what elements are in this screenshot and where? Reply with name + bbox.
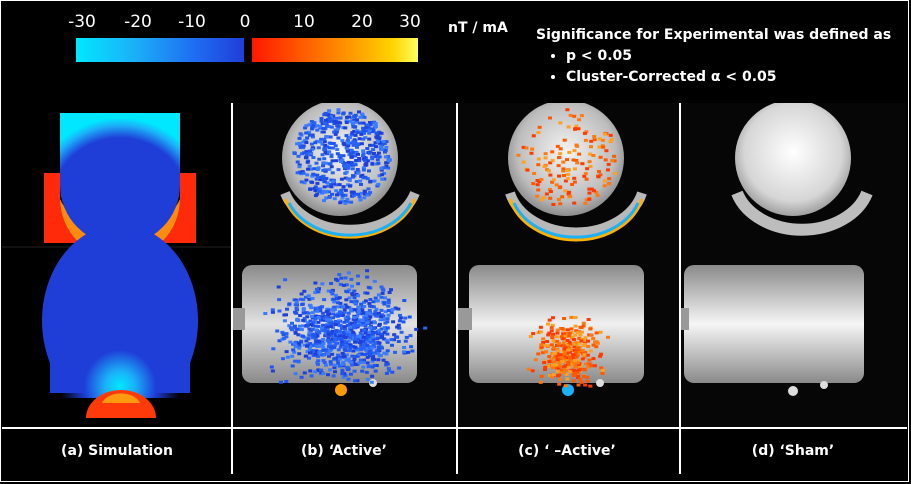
significance-criterion: p < 0.05	[566, 46, 891, 67]
caption-sham: (d) ‘Sham’	[751, 443, 835, 459]
significance-criterion: Cluster-Corrected α < 0.05	[566, 67, 891, 88]
panel-sham	[681, 103, 906, 428]
colorbar-tick: -30	[68, 12, 96, 32]
caption-active: (b) ‘Active’	[301, 443, 387, 459]
significance-heading: Significance for Experimental was define…	[536, 27, 892, 43]
simulation-conductor-bottom	[86, 390, 156, 418]
colorbar-tick: 10	[293, 12, 315, 32]
colorbar-tick: 30	[399, 12, 421, 32]
panel-simulation	[2, 103, 231, 428]
negative-active-significant-voxels	[516, 108, 618, 388]
colorbar-tick: -10	[178, 12, 206, 32]
simulation-conductor-top	[44, 173, 196, 259]
colorbar-tick: 20	[351, 12, 373, 32]
colorbar-tick: -20	[124, 12, 152, 32]
sham-mri	[681, 103, 906, 428]
colorbar-tick: 0	[239, 12, 251, 32]
significance-note: Significance for Experimental was define…	[536, 25, 891, 88]
panel-active	[233, 103, 456, 428]
panel-divider	[679, 103, 681, 474]
simulation-sample-top	[60, 113, 180, 245]
caption-simulation: (a) Simulation	[61, 443, 173, 459]
colorbar-positive-gradient	[252, 38, 418, 62]
caption-negative-active: (c) ‘ –Active’	[518, 443, 616, 459]
caption-divider	[2, 427, 907, 429]
panel-divider	[231, 103, 233, 474]
colorbar-negative-gradient	[76, 38, 244, 62]
active-mri	[233, 103, 456, 428]
panel-negative-active	[458, 103, 679, 428]
negative-active-mri	[458, 103, 679, 428]
active-significant-voxels	[263, 108, 428, 384]
panel-divider	[456, 103, 458, 474]
colorbar-unit: nT / mA	[448, 20, 508, 36]
